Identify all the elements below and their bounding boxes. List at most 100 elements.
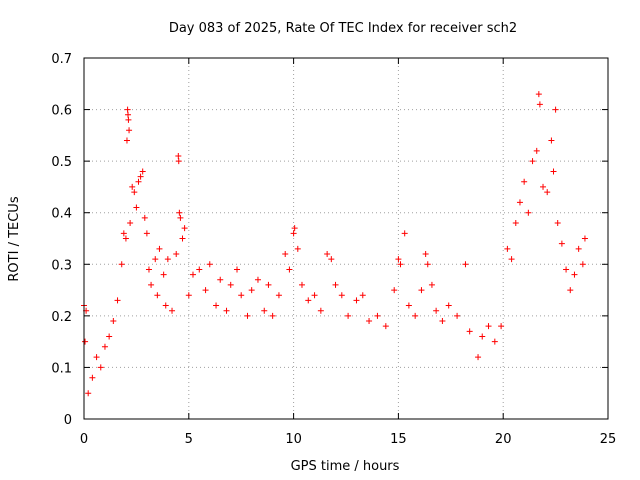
- data-point-marker: [213, 302, 220, 309]
- y-tick-label: 0.3: [51, 258, 72, 273]
- data-point-marker: [428, 281, 435, 288]
- data-point-marker: [175, 158, 182, 165]
- data-point-marker: [143, 230, 150, 237]
- data-point-marker: [401, 230, 408, 237]
- data-point-marker: [254, 276, 261, 283]
- data-point-marker: [114, 297, 121, 304]
- data-point-marker: [227, 281, 234, 288]
- data-point-marker: [177, 214, 184, 221]
- data-point-marker: [491, 338, 498, 345]
- data-point-marker: [374, 312, 381, 319]
- data-point-marker: [305, 297, 312, 304]
- data-point-marker: [508, 256, 515, 263]
- data-point-marker: [154, 292, 161, 299]
- data-point-marker: [202, 287, 209, 294]
- x-tick-label: 10: [285, 432, 302, 447]
- data-point-marker: [581, 235, 588, 242]
- y-tick-label: 0.4: [51, 207, 72, 222]
- data-point-marker: [554, 220, 561, 227]
- data-point-marker: [475, 354, 482, 361]
- data-point-marker: [548, 137, 555, 144]
- data-point-marker: [244, 312, 251, 319]
- data-point-marker: [185, 292, 192, 299]
- data-point-marker: [124, 106, 131, 113]
- data-point-marker: [152, 256, 159, 263]
- data-point-marker: [282, 250, 289, 257]
- data-point-marker: [223, 307, 230, 314]
- data-point-marker: [133, 204, 140, 211]
- data-point-marker: [516, 199, 523, 206]
- data-point-marker: [82, 338, 89, 345]
- y-tick-label: 0.2: [51, 310, 72, 325]
- y-tick-label: 0.5: [51, 155, 72, 170]
- chart-title: Day 083 of 2025, Rate Of TEC Index for r…: [169, 21, 517, 36]
- y-tick-label: 0.1: [51, 361, 72, 376]
- data-point-marker: [137, 173, 144, 180]
- data-point-marker: [445, 302, 452, 309]
- data-points: [81, 91, 588, 397]
- data-point-marker: [89, 374, 96, 381]
- data-point-marker: [418, 287, 425, 294]
- data-point-marker: [286, 266, 293, 273]
- data-point-marker: [359, 292, 366, 299]
- data-point-marker: [571, 271, 578, 278]
- data-point-marker: [162, 302, 169, 309]
- data-point-marker: [127, 220, 134, 227]
- data-point-marker: [412, 312, 419, 319]
- axis-ticks: 0 5 10 15 20 25 0 0.1 0.2 0.3 0.4 0.5 0.6 0.7: [51, 52, 616, 447]
- data-point-marker: [206, 261, 213, 268]
- data-point-marker: [540, 183, 547, 190]
- data-point-marker: [97, 364, 104, 371]
- data-point-marker: [311, 292, 318, 299]
- data-point-marker: [169, 307, 176, 314]
- data-point-marker: [141, 214, 148, 221]
- data-point-marker: [533, 147, 540, 154]
- data-point-marker: [248, 287, 255, 294]
- data-point-marker: [552, 106, 559, 113]
- data-point-marker: [291, 225, 298, 232]
- data-point-marker: [479, 333, 486, 340]
- data-point-marker: [462, 261, 469, 268]
- data-point-marker: [265, 281, 272, 288]
- data-point-marker: [118, 261, 125, 268]
- data-point-marker: [173, 250, 180, 257]
- data-point-marker: [135, 178, 142, 185]
- data-point-marker: [148, 281, 155, 288]
- data-point-marker: [328, 256, 335, 263]
- x-tick-label: 5: [185, 432, 193, 447]
- data-point-marker: [139, 168, 146, 175]
- data-point-marker: [504, 245, 511, 252]
- data-point-marker: [544, 189, 551, 196]
- data-point-marker: [189, 271, 196, 278]
- y-axis-label: ROTI / TECUs: [7, 196, 22, 281]
- data-point-marker: [179, 235, 186, 242]
- data-point-marker: [261, 307, 268, 314]
- data-point-marker: [176, 209, 183, 216]
- data-point-marker: [466, 328, 473, 335]
- x-tick-label: 25: [600, 432, 617, 447]
- data-point-marker: [160, 271, 167, 278]
- data-point-marker: [485, 323, 492, 330]
- data-point-marker: [525, 209, 532, 216]
- data-point-marker: [535, 91, 542, 98]
- data-point-marker: [332, 281, 339, 288]
- data-point-marker: [567, 287, 574, 294]
- data-point-marker: [269, 312, 276, 319]
- data-point-marker: [563, 266, 570, 273]
- data-point-marker: [424, 261, 431, 268]
- data-point-marker: [382, 323, 389, 330]
- data-point-marker: [345, 312, 352, 319]
- data-point-marker: [106, 333, 113, 340]
- data-point-marker: [397, 261, 404, 268]
- data-point-marker: [338, 292, 345, 299]
- data-point-marker: [391, 287, 398, 294]
- data-point-marker: [275, 292, 282, 299]
- data-point-marker: [125, 116, 132, 123]
- data-point-marker: [324, 250, 331, 257]
- data-point-marker: [93, 354, 100, 361]
- data-point-marker: [175, 152, 182, 159]
- data-point-marker: [234, 266, 241, 273]
- x-tick-label: 0: [80, 432, 88, 447]
- x-tick-label: 20: [495, 432, 512, 447]
- data-point-marker: [536, 101, 543, 108]
